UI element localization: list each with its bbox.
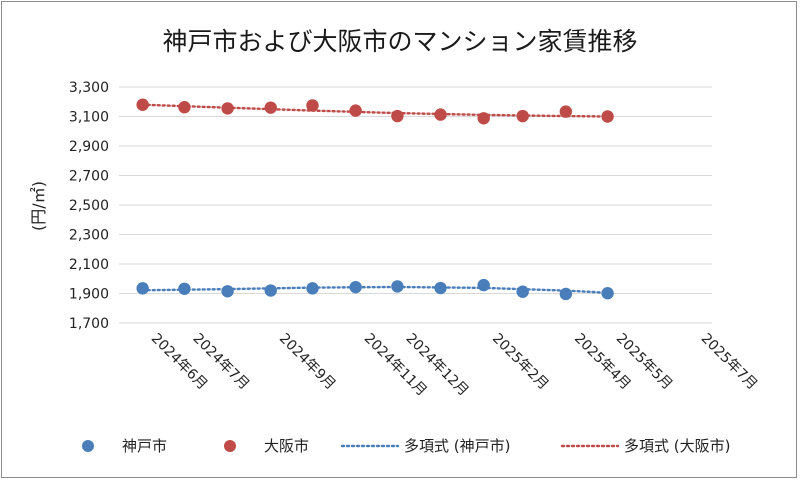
data-point-series-1	[349, 104, 362, 117]
x-tick-label: 2025年7月	[698, 331, 761, 394]
data-point-series-0	[477, 278, 490, 292]
data-point-series-0	[559, 287, 573, 301]
y-axis-label: (円/㎡)	[29, 181, 48, 231]
data-point-series-1	[601, 110, 614, 123]
y-tick-label: 3,300	[69, 80, 109, 96]
y-tick-label: 2,100	[69, 257, 109, 273]
trendline-0	[141, 285, 609, 294]
trendlines	[141, 103, 609, 294]
y-tick-label: 2,500	[69, 198, 109, 214]
chart-title: 神戸市および大阪市のマンション家賃推移	[162, 27, 637, 56]
y-tick-label: 3,100	[69, 110, 109, 126]
data-point-series-1	[221, 102, 234, 115]
data-point-series-0	[264, 284, 277, 297]
data-point-series-0	[221, 285, 234, 298]
x-tick-label: 2024年9月	[276, 331, 339, 394]
trendline-1	[141, 103, 609, 118]
y-tick-label: 1,700	[69, 316, 109, 332]
data-point-series-0	[178, 282, 191, 295]
data-point-series-1	[136, 98, 149, 111]
data-point-series-1	[306, 99, 319, 112]
legend-label: 多項式 (大阪市)	[624, 437, 730, 455]
legend-marker	[82, 440, 94, 452]
legend-label: 多項式 (神戸市)	[404, 437, 510, 455]
legend-label: 大阪市	[264, 437, 309, 455]
y-tick-label: 2,900	[69, 139, 109, 155]
y-tick-label: 1,900	[69, 287, 109, 303]
data-point-series-0	[391, 280, 404, 293]
data-point-series-0	[601, 287, 614, 300]
data-point-series-0	[136, 282, 149, 295]
data-points	[136, 98, 614, 301]
y-tick-label: 2,300	[69, 228, 109, 244]
data-point-series-1	[264, 101, 277, 114]
data-point-series-0	[349, 280, 362, 294]
data-point-series-1	[516, 109, 529, 123]
legend-marker	[224, 440, 236, 452]
data-point-series-1	[559, 105, 573, 118]
data-point-series-0	[306, 282, 319, 295]
legend: 神戸市 大阪市 多項式 (神戸市) 多項式 (大阪市)	[82, 437, 730, 455]
data-point-series-1	[178, 101, 191, 114]
y-axis-ticks: 1,700 1,900 2,100 2,300 2,500 2,700 2,900 3,100…	[69, 80, 109, 332]
y-tick-label: 2,700	[69, 169, 109, 185]
x-tick-label: 2025年2月	[489, 331, 552, 394]
legend-label: 神戸市	[122, 437, 167, 455]
data-point-series-1	[477, 112, 490, 125]
grid-lines	[119, 86, 712, 324]
data-point-series-0	[434, 281, 447, 295]
data-point-series-1	[434, 108, 447, 121]
data-point-series-0	[516, 285, 529, 298]
data-point-series-1	[391, 109, 404, 123]
